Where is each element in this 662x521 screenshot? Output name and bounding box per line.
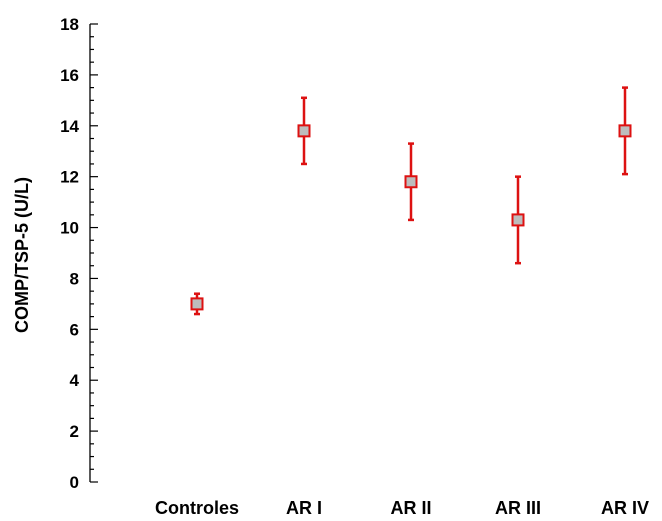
data-point: [297, 124, 311, 138]
y-tick-label: 14: [60, 117, 79, 136]
data-point-group: [190, 292, 204, 316]
x-category-label: AR IV: [601, 498, 649, 518]
x-category-label: Controles: [155, 498, 239, 518]
y-tick-label: 10: [60, 219, 79, 238]
x-category-label: AR III: [495, 498, 541, 518]
y-tick-label: 16: [60, 66, 79, 85]
y-tick-label: 8: [70, 269, 79, 288]
x-category-label: AR II: [390, 498, 431, 518]
y-tick-label: 0: [70, 473, 79, 492]
data-point-group: [511, 175, 525, 265]
data-point-group: [618, 86, 632, 176]
data-point-group: [297, 96, 311, 166]
data-point: [190, 297, 204, 311]
data-points: [190, 86, 632, 316]
data-point: [511, 213, 525, 227]
y-tick-label: 12: [60, 168, 79, 187]
y-tick-label: 2: [70, 422, 79, 441]
data-point: [404, 175, 418, 189]
data-point: [618, 124, 632, 138]
data-point-group: [404, 142, 418, 222]
y-tick-label: 6: [70, 320, 79, 339]
y-tick-label: 4: [70, 371, 80, 390]
y-axis: 0 2 4 6 8 10 12 14 16 18: [60, 15, 98, 492]
x-category-label: AR I: [286, 498, 322, 518]
y-tick-label: 18: [60, 15, 79, 34]
y-axis-title: COMP/TSP-5 (U/L): [12, 177, 32, 333]
x-axis: Controles AR I AR II AR III AR IV: [155, 498, 649, 518]
